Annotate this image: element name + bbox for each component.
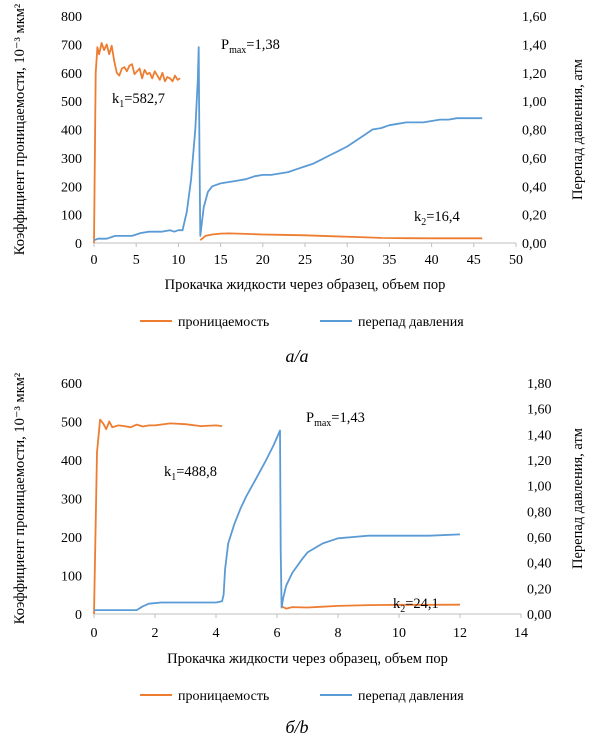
x-tick-label: 30 — [340, 253, 354, 268]
y-right-tick-label: 0,00 — [527, 608, 552, 623]
y-right-tick-label: 0,20 — [522, 209, 547, 224]
chart-a: 0 5 10 15 20 25 30 35 40 45 5001002003004005006007… — [12, 3, 586, 366]
x-tick-label: 10 — [392, 626, 406, 641]
x-tick-label: 15 — [214, 253, 228, 268]
y-left-tick-label: 700 — [61, 38, 82, 53]
annotation-k1: k1=488,8 — [164, 464, 217, 483]
x-tick-label: 10 — [171, 253, 185, 268]
x-tick-label: 8 — [335, 626, 342, 641]
y-left-axis-label: Коэффициент проницаемости, 10⁻³ мкм² — [12, 372, 28, 624]
y-right-tick-label: 1,60 — [527, 403, 552, 418]
y-right-tick-label: 0,40 — [522, 180, 547, 195]
y-left-tick-label: 200 — [61, 180, 82, 195]
x-tick-label: 6 — [274, 626, 281, 641]
y-right-tick-label: 0,80 — [522, 124, 547, 139]
y-right-tick-label: 1,20 — [522, 67, 547, 82]
annotation-k1: k1=582,7 — [112, 91, 165, 110]
y-right-tick-label: 1,80 — [527, 377, 552, 392]
annotation-k2: k2=24,1 — [393, 596, 439, 615]
x-tick-label: 0 — [91, 626, 98, 641]
y-right-tick-label: 1,60 — [522, 10, 547, 25]
figure-caption: б/b — [285, 717, 308, 737]
y-right-tick-label: 0,60 — [522, 152, 547, 167]
annotation-pmax: Pmax=1,38 — [221, 37, 280, 56]
x-tick-label: 12 — [453, 626, 467, 641]
x-tick-label: 0 — [91, 253, 98, 268]
chart-b: 0 2 4 6 8 10 12 14 0 100 200 300 400 500 600 0,00 0,20 0,… — [12, 372, 586, 737]
y-left-tick-label: 300 — [61, 152, 82, 167]
x-tick-label: 14 — [514, 626, 528, 641]
series-line-permeability — [199, 232, 483, 241]
y-left-tick-label: 0 — [75, 237, 82, 252]
y-left-tick-label: 400 — [61, 454, 82, 469]
y-left-tick-label: 500 — [61, 416, 82, 431]
x-tick-label: 5 — [133, 253, 140, 268]
y-left-tick-label: 0 — [75, 608, 82, 623]
x-tick-label: 35 — [382, 253, 396, 268]
y-right-tick-label: 0,40 — [527, 557, 552, 572]
y-left-tick-label: 300 — [61, 493, 82, 508]
y-right-tick-label: 0,20 — [527, 582, 552, 597]
y-right-tick-label: 0,60 — [527, 531, 552, 546]
y-left-tick-label: 800 — [61, 10, 82, 25]
x-tick-label: 20 — [256, 253, 270, 268]
x-tick-label: 25 — [298, 253, 312, 268]
series-line-permeability — [93, 42, 181, 244]
annotation-k2: k2=16,4 — [414, 209, 461, 228]
legend-label: проницаемость — [178, 689, 269, 704]
y-right-tick-label: 1,00 — [522, 95, 547, 110]
x-tick-label: 45 — [467, 253, 481, 268]
y-right-axis-label: Перепад давления, атм — [570, 59, 586, 200]
series-line-permeability — [281, 603, 461, 610]
y-left-tick-label: 100 — [61, 570, 82, 585]
y-right-tick-label: 1,40 — [522, 38, 547, 53]
y-left-axis-label: Коэффициент проницаемости, 10⁻³ мкм² — [12, 3, 28, 255]
y-right-axis-label: Перепад давления, атм — [570, 428, 586, 569]
y-left-tick-label: 600 — [61, 377, 82, 392]
y-right-tick-label: 1,40 — [527, 428, 552, 443]
x-tick-label: 40 — [425, 253, 439, 268]
series-line-permeability — [93, 418, 223, 615]
x-tick-label: 50 — [509, 253, 523, 268]
y-right-tick-label: 0,80 — [527, 505, 552, 520]
y-right-tick-label: 1,00 — [527, 480, 552, 495]
x-axis-label: Прокачка жидкости через образец, объем п… — [165, 277, 446, 293]
y-left-tick-label: 100 — [61, 209, 82, 224]
series-line-pressure — [93, 46, 483, 242]
x-tick-label: 2 — [152, 626, 159, 641]
figure-caption: а/а — [285, 346, 308, 366]
y-left-tick-label: 500 — [61, 95, 82, 110]
legend-label: перепад давления — [358, 315, 464, 330]
annotation-pmax: Pmax=1,43 — [306, 410, 365, 429]
legend-label: проницаемость — [178, 315, 269, 330]
series-line-pressure — [94, 429, 461, 611]
legend-label: перепад давления — [358, 689, 464, 704]
x-tick-label: 4 — [213, 626, 220, 641]
y-left-tick-label: 600 — [61, 67, 82, 82]
y-right-tick-label: 0,00 — [522, 237, 547, 252]
y-left-tick-label: 400 — [61, 124, 82, 139]
x-axis-label: Прокачка жидкости через образец, объем п… — [167, 651, 448, 667]
y-right-tick-label: 1,20 — [527, 454, 552, 469]
y-left-tick-label: 200 — [61, 531, 82, 546]
